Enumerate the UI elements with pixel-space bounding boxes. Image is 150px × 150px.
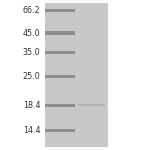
Bar [45, 51, 75, 54]
Bar [45, 9, 75, 12]
Text: 35.0: 35.0 [23, 48, 40, 57]
Bar [45, 129, 75, 132]
Bar [45, 75, 75, 78]
Bar [45, 103, 75, 106]
Text: 18.4: 18.4 [23, 100, 40, 109]
Bar [45, 3, 108, 147]
Text: 45.0: 45.0 [23, 28, 40, 38]
Text: 14.4: 14.4 [23, 126, 40, 135]
Text: 25.0: 25.0 [23, 72, 40, 81]
Text: 66.2: 66.2 [23, 6, 40, 15]
Bar [78, 104, 105, 106]
Bar [45, 32, 75, 34]
